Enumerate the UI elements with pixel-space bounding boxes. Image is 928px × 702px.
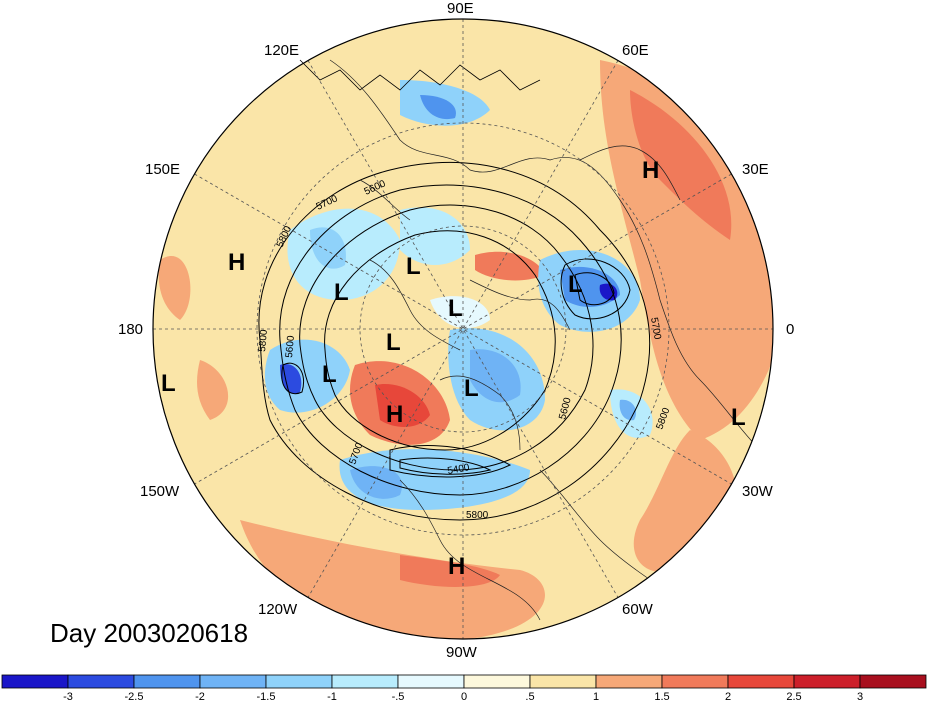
lon-label-120e: 120E [264,42,299,59]
contour-label: 5800 [466,510,489,521]
colorbar-tick-label: .5 [525,691,534,702]
low-marker: L [406,253,421,280]
colorbar: -3 -2.5 -2 -1.5 -1 -.5 0 .5 1 1.5 2 2.5 3 [1,674,927,702]
low-marker: L [731,404,746,431]
colorbar-tick-label: -1 [327,691,337,702]
lon-label-60e: 60E [622,42,649,59]
lon-label-30w: 30W [742,483,774,500]
graticule [153,19,773,639]
coastlines [329,59,761,621]
pressure-systems: H H H H L L L L L L L L L L [161,157,746,580]
contour-label: 5400 [447,462,471,477]
colorbar-swatch [661,674,729,689]
colorbar-tick-label: -1.5 [257,691,276,702]
colorbar-tick-label: 3 [857,691,863,702]
low-marker: L [161,370,176,397]
colorbar-swatch [331,674,399,689]
lon-label-150e: 150E [145,161,180,178]
colorbar-swatch [1,674,69,689]
colorbar-swatch [463,674,531,689]
colorbar-tick-label: 0 [461,691,467,702]
colorbar-swatch [793,674,861,689]
low-marker: L [448,295,463,322]
colorbar-swatch [595,674,663,689]
colorbar-swatch [265,674,333,689]
colorbar-swatch [859,674,927,689]
lon-label-90w: 90W [446,644,478,661]
high-marker: H [642,157,659,184]
low-marker: L [568,271,583,298]
lon-label-60w: 60W [622,601,654,618]
colorbar-tick-label: -3 [63,691,73,702]
low-marker: L [322,361,337,388]
high-marker: H [228,249,245,276]
colorbar-tick-label: 1 [593,691,599,702]
colorbar-swatch [133,674,201,689]
contour-label: 5600 [284,335,297,359]
high-marker: H [448,553,465,580]
colorbar-swatch [67,674,135,689]
low-marker: L [334,279,349,306]
map-boundary [152,18,774,640]
map-title: Day 2003020618 [50,618,249,648]
lon-label-0: 0 [786,321,794,338]
lon-label-90e: 90E [447,0,474,17]
lon-label-180: 180 [118,321,143,338]
lon-label-150w: 150W [140,483,180,500]
colorbar-tick-label: -2.5 [125,691,144,702]
contour-label: 5800 [257,329,270,353]
colorbar-swatch [397,674,465,689]
lon-label-30e: 30E [742,161,769,178]
colorbar-swatch [199,674,267,689]
colorbar-tick-label: 2.5 [786,691,801,702]
contour-label: 5700 [648,317,663,341]
lon-label-120w: 120W [258,601,298,618]
colorbar-swatch [529,674,597,689]
low-marker: L [464,375,479,402]
longitude-labels: 90E 60E 30E 0 30W 60W 90W 120W 150W 180 … [118,0,794,661]
height-contours [258,59,651,521]
colorbar-tick-label: 1.5 [654,691,669,702]
colorbar-tick-label: -2 [195,691,205,702]
colorbar-tick-label: 2 [725,691,731,702]
low-marker: L [386,329,401,356]
colorbar-swatch [727,674,795,689]
colorbar-tick-label: -.5 [392,691,405,702]
high-marker: H [386,401,403,428]
